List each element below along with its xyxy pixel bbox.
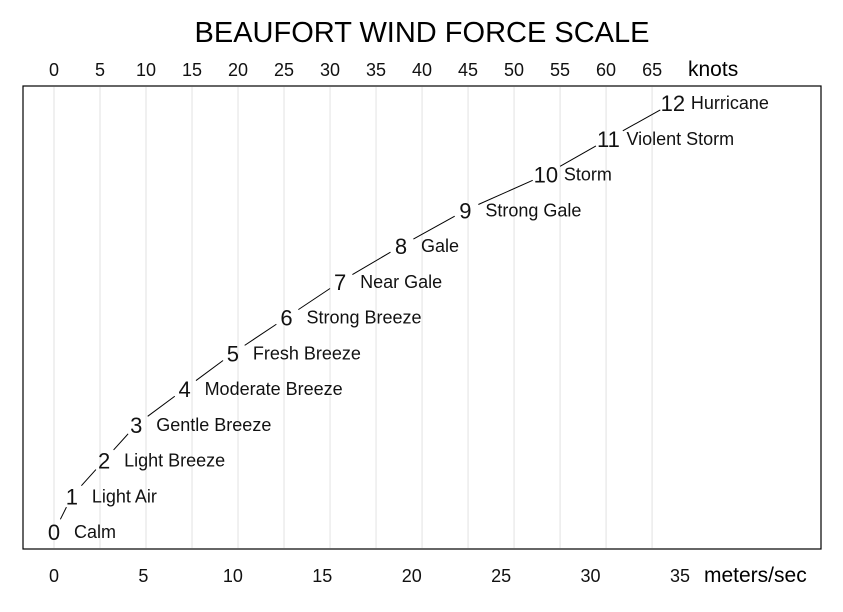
force-curve <box>59 109 661 520</box>
knots-tick-label: 20 <box>228 60 248 80</box>
meters-tick-label: 10 <box>223 566 243 586</box>
knots-tick-label: 40 <box>412 60 432 80</box>
force-description: Storm <box>564 165 612 185</box>
knots-axis-label: knots <box>688 58 738 81</box>
force-number: 11 <box>597 127 620 152</box>
force-description: Strong Gale <box>485 200 581 220</box>
curve-segment <box>81 469 97 487</box>
force-number: 9 <box>459 198 471 223</box>
force-number: 0 <box>48 520 60 545</box>
force-labels: 0 Calm 1 Light Air 2 Light Breeze 3 Gentle Bree… <box>48 91 769 545</box>
force-description: Gentle Breeze <box>156 415 271 435</box>
curve-segment <box>147 395 176 417</box>
force-description: Light Air <box>92 486 157 506</box>
force-number: 6 <box>280 306 292 331</box>
curve-segment <box>113 433 129 451</box>
force-number: 5 <box>227 341 239 366</box>
curve-segment <box>298 288 331 311</box>
curve-segment <box>195 360 224 381</box>
meters-axis-label: meters/sec <box>704 564 807 587</box>
force-description: Moderate Breeze <box>205 379 343 399</box>
knots-tick-label: 35 <box>366 60 386 80</box>
knots-tick-label: 10 <box>136 60 156 80</box>
meters-tick-label: 15 <box>312 566 332 586</box>
knots-tick-label: 55 <box>550 60 570 80</box>
force-number: 2 <box>98 449 110 474</box>
meters-tick-label: 5 <box>138 566 148 586</box>
force-description: Strong Breeze <box>307 308 422 328</box>
force-number: 8 <box>395 234 407 259</box>
meters-tick-label: 30 <box>581 566 601 586</box>
force-description: Gale <box>421 236 459 256</box>
knots-tick-label: 50 <box>504 60 524 80</box>
force-description: Calm <box>74 522 116 542</box>
gridlines <box>53 87 653 548</box>
force-description: Violent Storm <box>626 129 734 149</box>
chart-title: BEAUFORT WIND FORCE SCALE <box>195 17 650 49</box>
knots-tick-label: 65 <box>642 60 662 80</box>
knots-tick-label: 15 <box>182 60 202 80</box>
curve-segment <box>622 109 661 132</box>
knots-tick-label: 45 <box>458 60 478 80</box>
force-description: Hurricane <box>691 93 769 113</box>
force-description: Fresh Breeze <box>253 343 361 363</box>
force-description: Light Breeze <box>124 451 225 471</box>
meters-tick-label: 25 <box>491 566 511 586</box>
force-number: 12 <box>661 91 685 116</box>
curve-segment <box>244 323 277 346</box>
meters-tick-label: 35 <box>670 566 690 586</box>
curve-segment <box>413 215 455 240</box>
knots-tick-label: 25 <box>274 60 294 80</box>
force-number: 4 <box>178 377 190 402</box>
force-number: 7 <box>334 270 346 295</box>
force-number: 10 <box>534 163 558 188</box>
force-number: 1 <box>66 484 78 509</box>
force-description: Near Gale <box>360 272 442 292</box>
curve-segment <box>352 251 391 275</box>
meters-tick-label: 20 <box>402 566 422 586</box>
curve-segment <box>478 179 533 205</box>
knots-tick-label: 30 <box>320 60 340 80</box>
curve-segment <box>59 506 67 520</box>
knots-tick-label: 5 <box>95 60 105 80</box>
knots-tick-label: 60 <box>596 60 616 80</box>
curve-segment <box>559 145 597 167</box>
bottom-ticks: 0 5 10 15 20 25 30 35 <box>49 566 690 586</box>
meters-tick-label: 0 <box>49 566 59 586</box>
knots-tick-label: 0 <box>49 60 59 80</box>
force-number: 3 <box>130 413 142 438</box>
top-ticks: 0 5 10 15 20 25 30 35 40 45 50 55 60 65 <box>49 60 662 80</box>
